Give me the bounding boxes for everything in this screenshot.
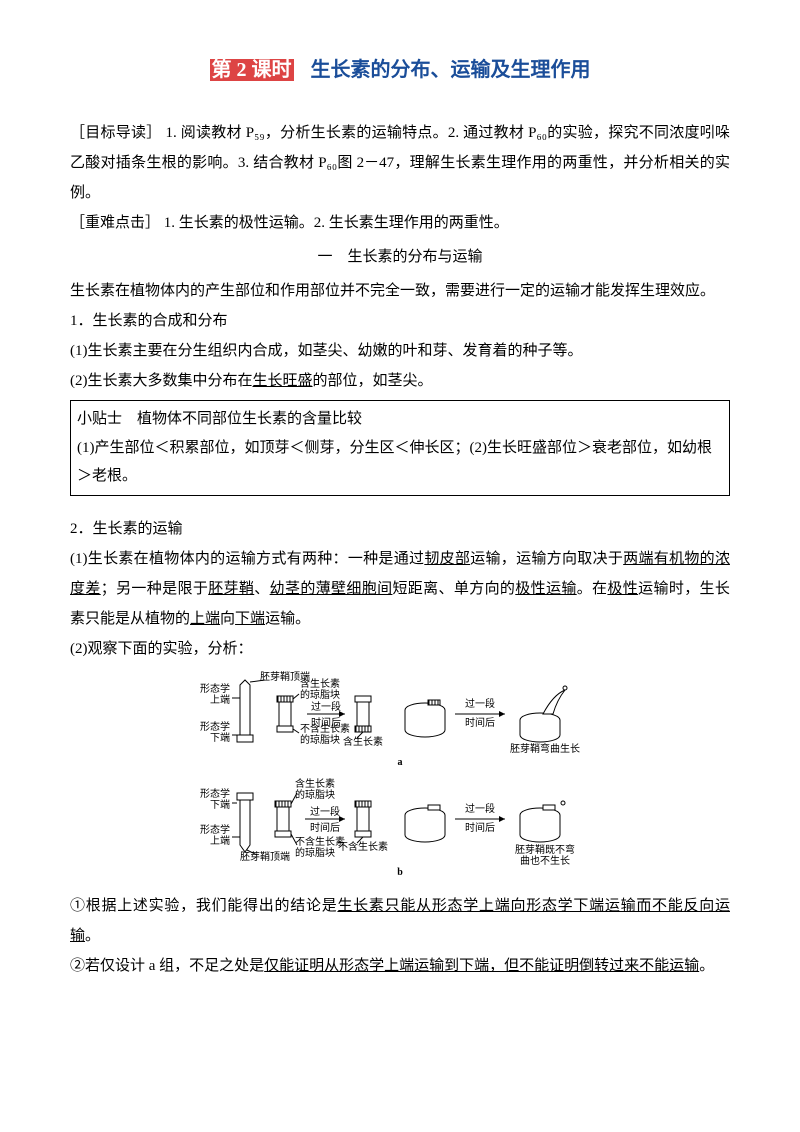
experiment-diagram: 胚芽鞘顶端 形态学 上端 形态学 下端 含生长素 的琼脂块 不含生长素 的琼脂块… [70, 670, 730, 885]
difficulties: ［重难点击］ 1. 生长素的极性运输。2. 生长素生理作用的两重性。 [70, 208, 730, 238]
s1-p2b: 的部位，如茎尖。 [313, 373, 433, 389]
tip-box: 小贴士 植物体不同部位生长素的含量比较 (1)产生部位＜积累部位，如顶芽＜侧芽，… [70, 400, 730, 496]
svg-text:上端: 上端 [210, 693, 230, 706]
svg-text:形态学: 形态学 [200, 787, 230, 800]
s2-h: 2．生长素的运输 [70, 514, 730, 544]
svg-text:过一段: 过一段 [311, 700, 341, 713]
svg-text:含生长素: 含生长素 [343, 735, 383, 748]
svg-text:的琼脂块: 的琼脂块 [295, 846, 335, 859]
s2-p1: (1)生长素在植物体内的运输方式有两种：一种是通过韧皮部运输，运输方向取决于两端… [70, 544, 730, 634]
svg-text:时间后: 时间后 [310, 821, 340, 834]
section1-heading: 一 生长素的分布与运输 [70, 242, 730, 272]
svg-text:a: a [398, 757, 403, 768]
svg-text:胚芽鞘弯曲生长: 胚芽鞘弯曲生长 [510, 742, 580, 755]
section1-intro: 生长素在植物体内的产生部位和作用部位并不完全一致，需要进行一定的运输才能发挥生理… [70, 276, 730, 306]
s1-p2u: 生长旺盛 [253, 373, 313, 389]
svg-text:胚芽鞘顶端: 胚芽鞘顶端 [240, 850, 290, 863]
svg-text:不含生长素: 不含生长素 [338, 840, 388, 853]
title-red: 第 2 课时 [210, 59, 294, 81]
svg-text:时间后: 时间后 [311, 716, 341, 729]
q2: ②若仅设计 a 组，不足之处是仅能证明从形态学上端运输到下端，但不能证明倒转过来… [70, 951, 730, 981]
svg-text:下端: 下端 [210, 731, 230, 744]
svg-text:的琼脂块: 的琼脂块 [295, 788, 335, 801]
s1-h1: 1．生长素的合成和分布 [70, 306, 730, 336]
svg-text:过一段: 过一段 [465, 802, 495, 815]
svg-text:下端: 下端 [210, 798, 230, 811]
s1-p2: (2)生长素大多数集中分布在生长旺盛的部位，如茎尖。 [70, 366, 730, 396]
svg-text:的琼脂块: 的琼脂块 [300, 688, 340, 701]
svg-text:胚芽鞘既不弯: 胚芽鞘既不弯 [515, 843, 575, 856]
svg-text:时间后: 时间后 [465, 716, 495, 729]
svg-text:形态学: 形态学 [200, 823, 230, 836]
s1-p2a: (2)生长素大多数集中分布在 [70, 373, 253, 389]
q1: ①根据上述实验，我们能得出的结论是生长素只能从形态学上端向形态学下端运输而不能反… [70, 891, 730, 951]
tip-body: (1)产生部位＜积累部位，如顶芽＜侧芽，分生区＜伸长区；(2)生长旺盛部位＞衰老… [77, 434, 723, 491]
svg-text:时间后: 时间后 [465, 821, 495, 834]
page-title: 第 2 课时 生长素的分布、运输及生理作用 [70, 50, 730, 90]
svg-text:b: b [397, 867, 403, 878]
svg-text:含生长素: 含生长素 [295, 777, 335, 790]
s2-p2: (2)观察下面的实验，分析： [70, 634, 730, 664]
objectives: ［目标导读］ 1. 阅读教材 P₅₉，分析生长素的运输特点。2. 通过教材 P₆… [70, 118, 730, 208]
svg-text:上端: 上端 [210, 834, 230, 847]
svg-text:含生长素: 含生长素 [300, 677, 340, 690]
svg-text:形态学: 形态学 [200, 682, 230, 695]
title-blue: 生长素的分布、运输及生理作用 [311, 59, 591, 81]
svg-text:过一段: 过一段 [310, 805, 340, 818]
svg-text:曲也不生长: 曲也不生长 [520, 854, 570, 867]
svg-text:形态学: 形态学 [200, 720, 230, 733]
s1-p1: (1)生长素主要在分生组织内合成，如茎尖、幼嫩的叶和芽、发育着的种子等。 [70, 336, 730, 366]
svg-text:过一段: 过一段 [465, 697, 495, 710]
svg-text:的琼脂块: 的琼脂块 [300, 733, 340, 746]
tip-title: 小贴士 植物体不同部位生长素的含量比较 [77, 405, 723, 434]
